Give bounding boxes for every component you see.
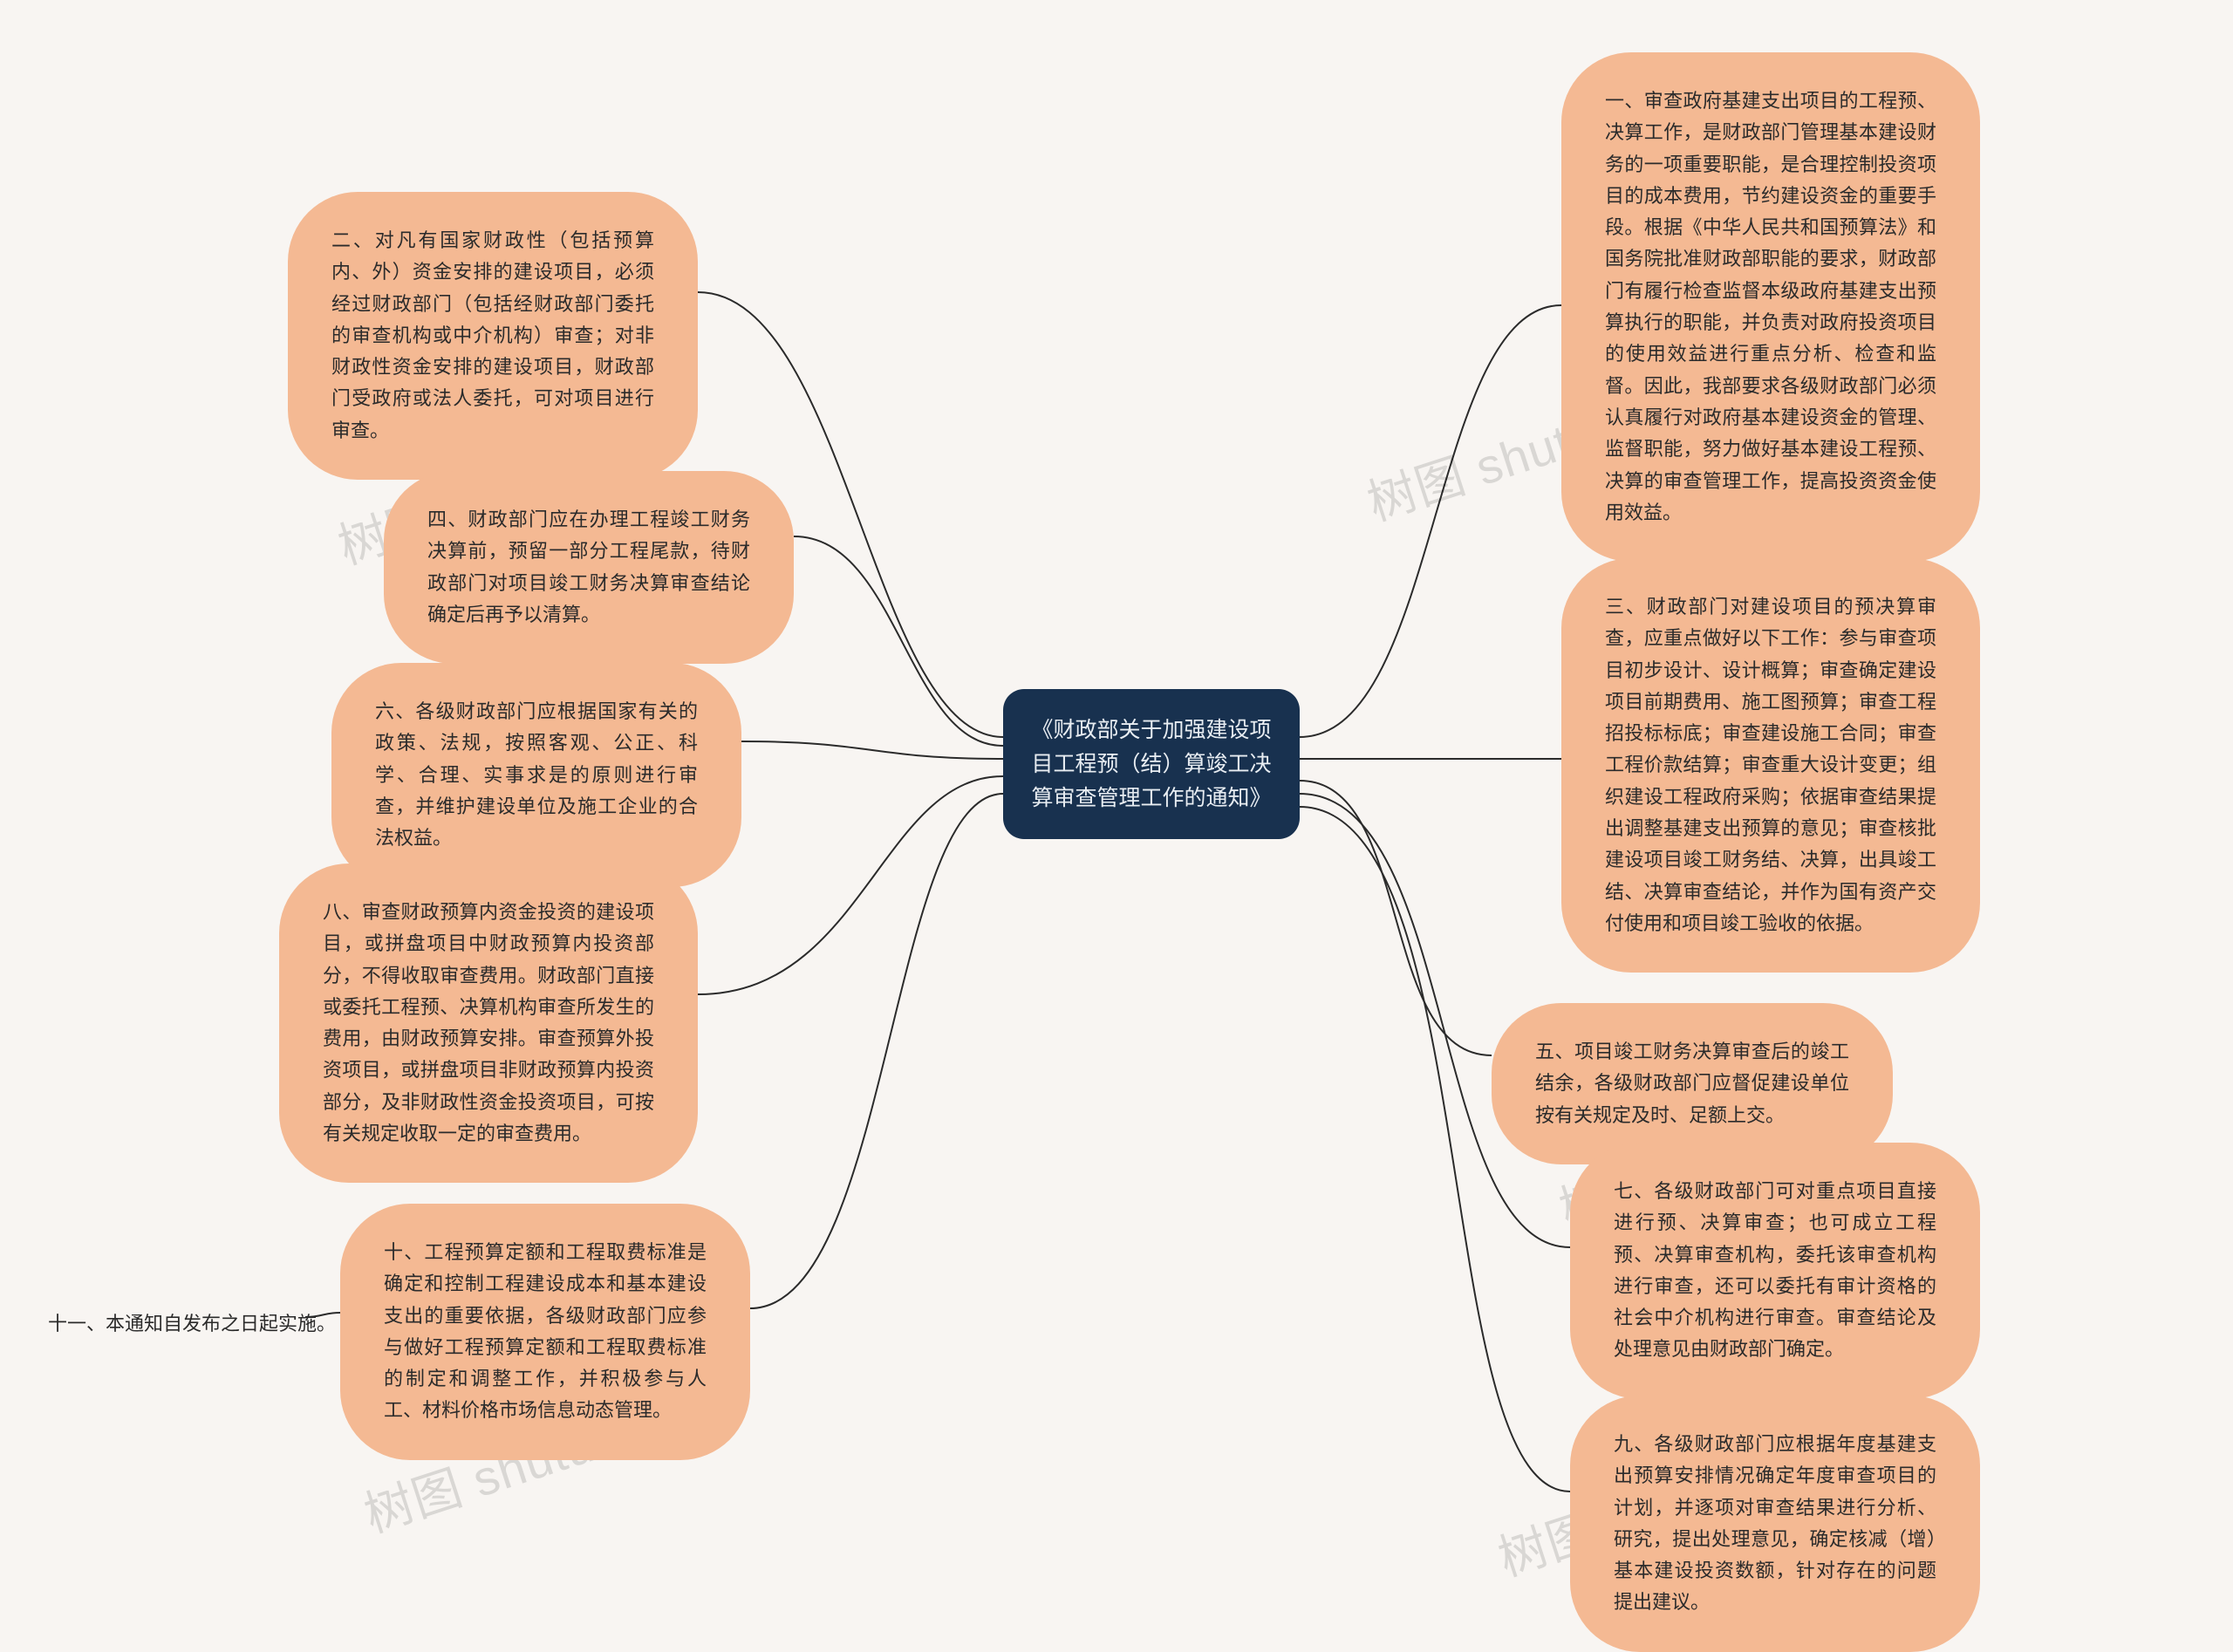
connector bbox=[741, 741, 1003, 759]
connector bbox=[698, 776, 1003, 994]
leaf-node-6[interactable]: 六、各级财政部门应根据国家有关的政策、法规，按照客观、公正、科学、合理、实事求是… bbox=[331, 663, 741, 887]
leaf-node-2[interactable]: 二、对凡有国家财政性（包括预算内、外）资金安排的建设项目，必须经过财政部门（包括… bbox=[288, 192, 698, 480]
leaf-node-3[interactable]: 三、财政部门对建设项目的预决算审查，应重点做好以下工作：参与审查项目初步设计、设… bbox=[1561, 558, 1980, 973]
leaf-node-8[interactable]: 八、审查财政预算内资金投资的建设项目，或拼盘项目中财政预算内投资部分，不得收取审… bbox=[279, 864, 698, 1183]
leaf-node-1[interactable]: 一、审查政府基建支出项目的工程预、决算工作，是财政部门管理基本建设财务的一项重要… bbox=[1561, 52, 1980, 562]
connector bbox=[1300, 781, 1492, 1055]
leaf-node-10[interactable]: 十、工程预算定额和工程取费标准是确定和控制工程建设成本和基本建设支出的重要依据，… bbox=[340, 1204, 750, 1460]
leaf-node-11[interactable]: 十一、本通知自发布之日起实施。 bbox=[31, 1308, 336, 1336]
leaf-node-7[interactable]: 七、各级财政部门可对重点项目直接进行预、决算审查；也可成立工程预、决算审查机构，… bbox=[1570, 1143, 1980, 1399]
connector bbox=[750, 794, 1003, 1308]
center-node[interactable]: 《财政部关于加强建设项目工程预（结）算竣工决算审查管理工作的通知》 bbox=[1003, 689, 1300, 839]
leaf-node-4[interactable]: 四、财政部门应在办理工程竣工财务决算前，预留一部分工程尾款，待财政部门对项目竣工… bbox=[384, 471, 794, 664]
connector bbox=[794, 536, 1003, 746]
leaf-node-5[interactable]: 五、项目竣工财务决算审查后的竣工结余，各级财政部门应督促建设单位按有关规定及时、… bbox=[1492, 1003, 1893, 1164]
mindmap-canvas: 树图 shutu.cn树图 shutu.cn树图 shutu.cn树图 shut… bbox=[0, 0, 2233, 1590]
leaf-node-9[interactable]: 九、各级财政部门应根据年度基建支出预算安排情况确定年度审查项目的计划，并逐项对审… bbox=[1570, 1396, 1980, 1652]
connector bbox=[1300, 305, 1561, 737]
